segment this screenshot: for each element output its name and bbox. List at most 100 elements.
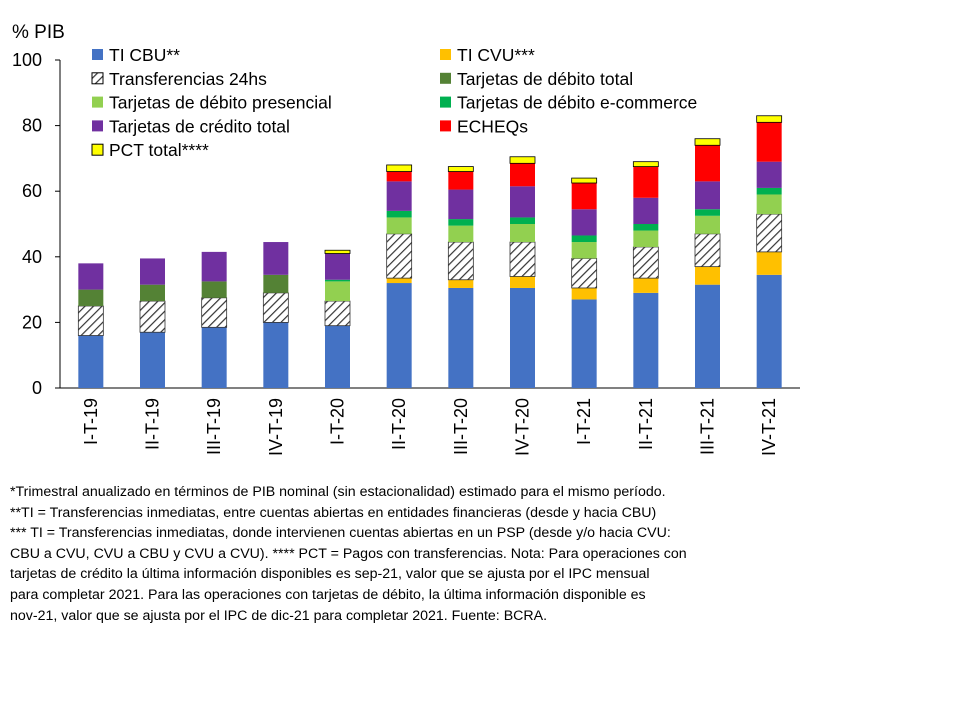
footnote-line: nov-21, valor que se ajusta por el IPC d…: [10, 607, 548, 624]
bar-segment: [633, 166, 659, 198]
bar-segment: [633, 230, 659, 247]
bar-segment: [571, 183, 597, 210]
bar-segment: [510, 163, 535, 187]
bar-segment: [386, 210, 412, 218]
bar-segment: [201, 297, 228, 328]
legend-label: PCT total****: [109, 140, 209, 160]
bar-segment: [201, 327, 227, 388]
bar-segment: [77, 305, 104, 336]
bar-segment: [448, 279, 474, 288]
legend-swatch: [440, 120, 451, 132]
bar-segment: [510, 276, 535, 288]
bars: [77, 115, 783, 388]
x-tick-label: II-T-20: [389, 398, 409, 450]
x-tick-label: III-T-19: [204, 398, 224, 455]
y-tick-label: 80: [22, 116, 42, 136]
legend-label: Tarjetas de débito presencial: [109, 93, 332, 113]
bar-segment: [448, 225, 474, 243]
legend-swatch: [440, 72, 451, 84]
bar-segment: [325, 281, 350, 302]
footnote-line: tarjetas de crédito la última informació…: [10, 566, 650, 583]
x-tick-label: III-T-21: [698, 398, 718, 455]
bar-segment: [571, 242, 597, 259]
bar-segment: [448, 219, 474, 226]
bar-segment: [633, 197, 659, 224]
legend: TI CBU** TI CVU*** Transferencias 24hs Tarj…: [91, 45, 697, 160]
bar-segment: [448, 287, 474, 388]
bar-segment: [140, 284, 165, 302]
bar-segment: [448, 189, 474, 220]
bar-segment: [324, 300, 351, 327]
x-tick-label: II-T-19: [143, 398, 163, 450]
legend-swatch: [440, 96, 451, 108]
y-tick-label: 100: [12, 50, 42, 70]
bar-segment: [633, 224, 659, 231]
stacked-bar-chart: % PIB 0 20 40 60 80 100 I-T-19 II-T-19 III-T-19 I…: [12, 22, 800, 456]
bar-segment: [510, 186, 535, 218]
bar-segment: [263, 274, 289, 293]
bar-segment: [78, 335, 104, 388]
bar-segment: [756, 122, 782, 162]
bar-segment: [78, 289, 104, 306]
bar-segment: [695, 209, 720, 216]
bar-segment: [447, 166, 474, 172]
axes: 0 20 40 60 80 100 I-T-19 II-T-19 III-T-19 IV-T-19…: [12, 50, 800, 456]
x-tick-label: III-T-20: [451, 398, 471, 455]
bar-segment: [633, 292, 659, 388]
bar-segment: [756, 194, 782, 215]
bar-segment: [756, 274, 782, 388]
bar-segment: [201, 281, 227, 298]
bar-segment: [571, 235, 597, 243]
x-tick-label: II-T-21: [636, 398, 656, 450]
bar-segment: [756, 115, 783, 123]
bar-segment: [756, 213, 783, 253]
legend-label: TI CBU**: [109, 45, 180, 65]
bar-segment: [386, 278, 412, 284]
footnote-line: para completar 2021. Para las operacione…: [10, 586, 646, 603]
bar-segment: [756, 251, 782, 275]
x-tick-label: IV-T-19: [266, 398, 286, 456]
bar-segment: [694, 233, 721, 268]
bar-segment: [571, 258, 598, 289]
legend-swatch: [91, 143, 104, 156]
bar-segment: [448, 171, 474, 190]
bar-segment: [262, 292, 289, 323]
bar-segment: [571, 299, 597, 388]
footnote-line: **TI = Transferencias inmediatas, entre …: [10, 504, 657, 521]
bar-segment: [695, 145, 720, 182]
footnote: *Trimestral anualizado en términos de PI…: [10, 482, 804, 626]
bar-segment: [325, 279, 350, 282]
x-tick-label: I-T-19: [81, 398, 101, 445]
bar-segment: [263, 242, 289, 275]
footnote-line: *Trimestral anualizado en términos de PI…: [10, 484, 666, 500]
legend-label: ECHEQs: [457, 116, 528, 136]
x-tick-label: I-T-21: [574, 398, 594, 445]
bar-segment: [386, 283, 412, 388]
y-tick-label: 60: [22, 181, 42, 201]
bar-segment: [386, 217, 412, 234]
bar-segment: [633, 278, 659, 293]
y-tick-label: 20: [22, 312, 42, 332]
bar-segment: [571, 177, 598, 184]
x-tick-label: IV-T-21: [759, 398, 779, 456]
bar-segment: [695, 215, 720, 234]
bar-segment: [510, 287, 535, 388]
bar-segment: [509, 241, 536, 277]
y-tick-label: 0: [32, 378, 42, 398]
bar-segment: [571, 209, 597, 236]
bar-segment: [140, 258, 165, 285]
legend-label: Transferencias 24hs: [109, 69, 267, 89]
legend-swatch: [92, 120, 103, 132]
legend-label: Tarjetas de débito total: [457, 69, 633, 89]
bar-segment: [756, 161, 782, 188]
bar-segment: [325, 253, 350, 280]
legend-swatch: [92, 96, 103, 108]
bar-segment: [386, 171, 412, 182]
bar-segment: [510, 217, 535, 224]
bar-segment: [386, 233, 413, 279]
legend-swatch: [440, 49, 451, 60]
bar-segment: [571, 287, 597, 300]
bar-segment: [694, 138, 721, 146]
y-axis-label: % PIB: [12, 22, 65, 43]
bar-segment: [632, 246, 659, 279]
